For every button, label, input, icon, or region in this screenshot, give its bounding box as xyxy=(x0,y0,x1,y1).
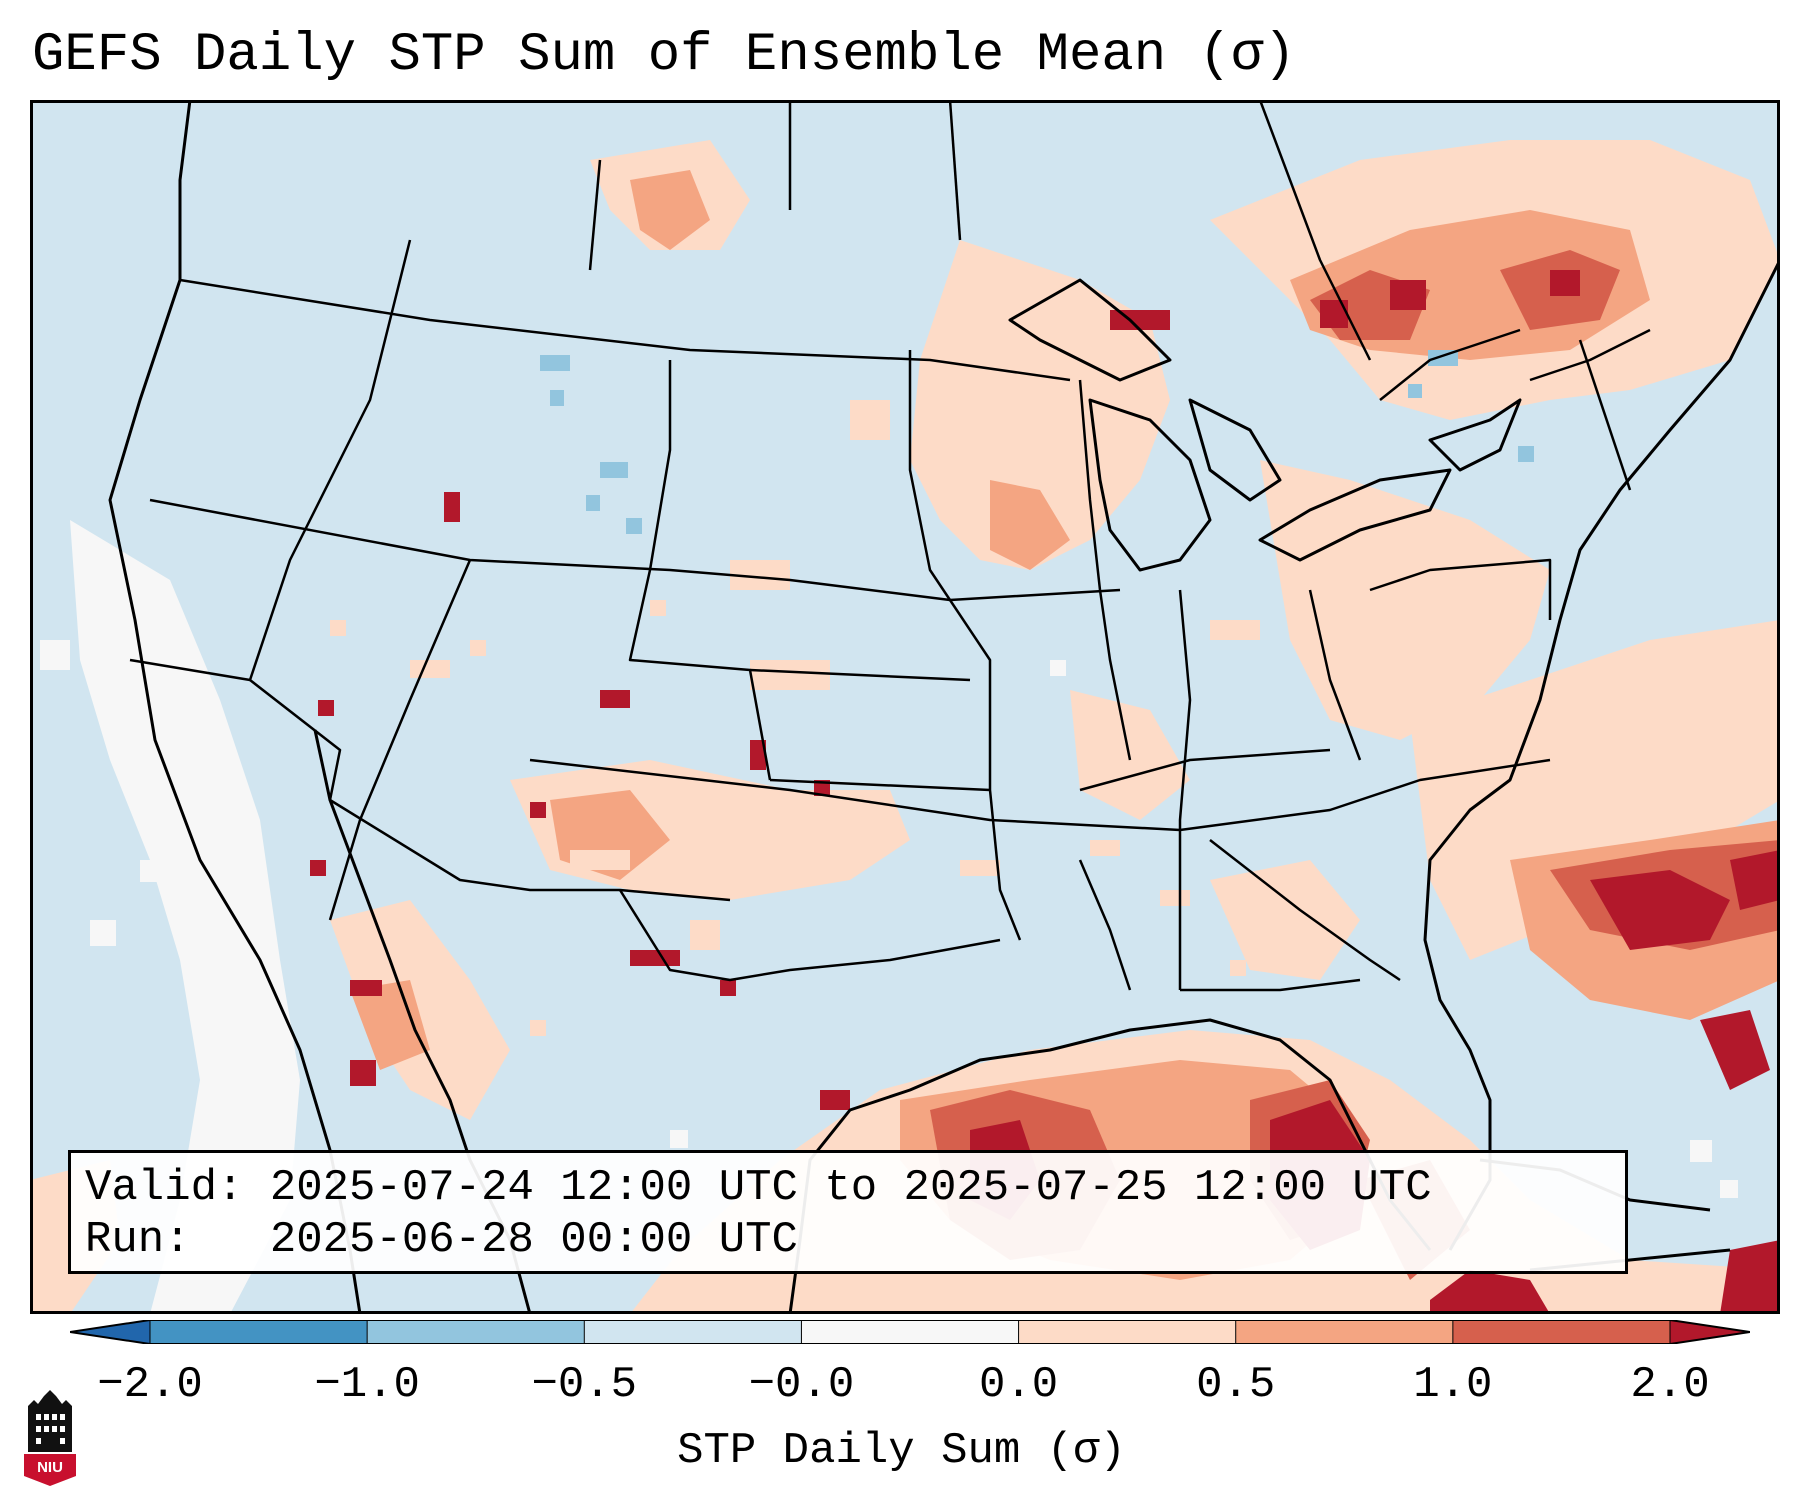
colorbar-bin xyxy=(70,1320,150,1344)
colorbar-tick-label: 2.0 xyxy=(1630,1360,1710,1410)
valid-time-range: 2025-07-24 12:00 UTC to 2025-07-25 12:00… xyxy=(269,1163,1432,1213)
colorbar-tick-label: 0.0 xyxy=(978,1360,1059,1410)
near-zero-area-pacific xyxy=(40,520,300,1314)
colorbar xyxy=(70,1320,1750,1344)
logo-tower-icon xyxy=(28,1390,72,1452)
colorbar-tick-label: 1.0 xyxy=(1413,1360,1493,1410)
colorbar-bin xyxy=(367,1320,585,1344)
valid-run-info-box: Valid: 2025-07-24 12:00 UTC to 2025-07-2… xyxy=(68,1150,1628,1274)
colorbar-bin xyxy=(801,1320,1020,1344)
run-time: 2025-06-28 00:00 UTC xyxy=(269,1215,798,1265)
colorbar-bin xyxy=(150,1320,368,1344)
colorbar-tick-label: −1.0 xyxy=(314,1360,420,1410)
colorbar-bin xyxy=(1018,1320,1237,1344)
colorbar-tick-label: −2.0 xyxy=(97,1360,203,1410)
valid-label: Valid: xyxy=(85,1163,244,1213)
run-label: Run: xyxy=(85,1215,191,1265)
logo-text: NIU xyxy=(37,1459,63,1476)
colorbar-tick-label: 0.5 xyxy=(1196,1360,1276,1410)
map-frame xyxy=(30,100,1780,1314)
state-borders xyxy=(129,100,1651,992)
stp-speckles xyxy=(330,400,1446,1036)
colorbar-bin xyxy=(1235,1320,1454,1344)
stp-negative-cells xyxy=(540,350,1534,534)
niu-logo: NIU xyxy=(24,1390,76,1486)
chart-title: GEFS Daily STP Sum of Ensemble Mean (σ) xyxy=(32,25,1296,86)
map-panel xyxy=(30,100,1780,1314)
colorbar-bin xyxy=(584,1320,802,1344)
colorbar-bin xyxy=(1452,1320,1671,1344)
valid-line: Valid: 2025-07-24 12:00 UTC to 2025-07-2… xyxy=(85,1162,1611,1214)
colorbar-bin xyxy=(1670,1320,1750,1344)
colorbar-label: STP Daily Sum (σ) xyxy=(677,1426,1126,1476)
run-line: Run: 2025-06-28 00:00 UTC xyxy=(85,1214,1611,1266)
colorbar-tick-label: −0.0 xyxy=(748,1360,855,1410)
colorbar-tick-label: −0.5 xyxy=(531,1360,638,1410)
